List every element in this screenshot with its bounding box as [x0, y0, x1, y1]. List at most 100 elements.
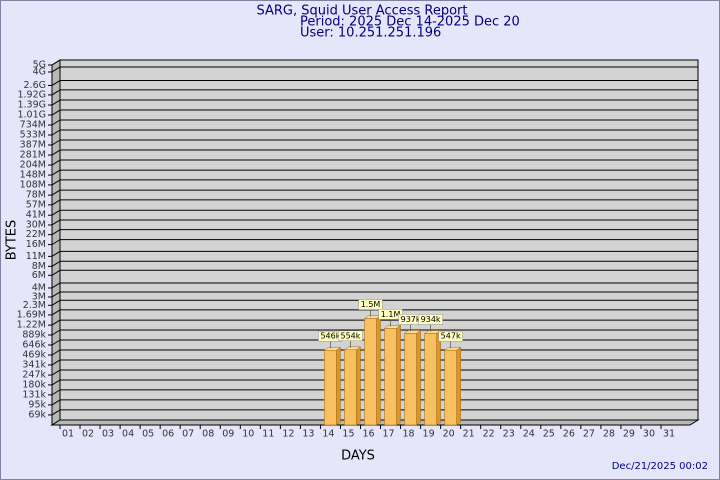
y-tick-label: 16M [26, 239, 46, 250]
grid-line-side [51, 250, 61, 257]
x-tick-label: 03 [102, 429, 114, 440]
x-tick-label: 25 [543, 429, 555, 440]
value-label-box [358, 299, 383, 310]
bar [404, 333, 417, 426]
grid-line-side [51, 99, 61, 106]
grid-line-side [51, 66, 61, 73]
x-tick-label: 08 [202, 429, 214, 440]
y-tick-label: 6M [32, 270, 46, 281]
x-tick-label: 30 [643, 429, 655, 440]
bar-side [396, 324, 401, 426]
y-tick-label: 247k [22, 370, 46, 381]
y-tick-label: 4M [32, 282, 46, 293]
y-tick-label: 387M [20, 140, 46, 151]
x-tick-label: 07 [182, 429, 194, 440]
y-tick-label: 4G [33, 66, 46, 77]
grid-line-side [51, 339, 61, 346]
grid-line-side [51, 199, 61, 206]
grid-line-side [51, 282, 61, 289]
value-label: 1.5M [361, 300, 381, 309]
y-tick-label: 69k [28, 409, 46, 420]
y-tick-label: 204M [20, 160, 46, 171]
x-tick-label: 22 [483, 429, 495, 440]
chart-subtitle: Period: 2025 Dec 14-2025 Dec 20 [300, 15, 520, 30]
x-tick-label: 28 [603, 429, 615, 440]
y-tick-label: 1.39G [17, 100, 46, 111]
bar-side [436, 329, 441, 426]
grid-line-side [51, 59, 61, 66]
y-tick-label: 22M [26, 229, 46, 240]
grid-line-side [51, 159, 61, 166]
x-tick-label: 19 [423, 429, 435, 440]
x-tick-label: 16 [362, 429, 374, 440]
x-tick-label: 31 [663, 429, 675, 440]
x-tick-label: 24 [523, 429, 535, 440]
value-label: 937k [401, 315, 421, 324]
grid-line-side [51, 109, 61, 116]
grid-line-side [51, 189, 61, 196]
value-label: 934k [421, 315, 441, 324]
value-label: 546k [320, 332, 340, 341]
grid-line-side [51, 409, 61, 416]
x-tick-label: 27 [583, 429, 595, 440]
bar-side [456, 346, 461, 426]
footer: Dec/21/2025 00:02 [612, 461, 708, 472]
grid-line-side [51, 399, 61, 406]
grid-line-side [51, 179, 61, 186]
value-label-box [438, 330, 463, 342]
x-tick-label: 14 [322, 429, 334, 440]
grid-line-side [51, 209, 61, 216]
grid-line-side [51, 239, 61, 246]
grid-line-side [51, 309, 61, 316]
y-tick-label: 148M [20, 170, 46, 181]
bar [424, 333, 437, 426]
y-tick-label: 1.01G [17, 110, 46, 121]
y-tick-label: 646k [22, 339, 46, 350]
y-tick-label: 95k [28, 399, 46, 410]
x-tick-label: 09 [222, 429, 234, 440]
y-tick-label: 30M [26, 219, 46, 230]
y-tick-label: 889k [22, 330, 46, 341]
x-tick-label: 01 [62, 429, 74, 440]
grid-line-side [51, 319, 61, 326]
x-tick-label: 18 [403, 429, 415, 440]
grid-line-side [51, 329, 61, 336]
y-tick-label: 5G [33, 60, 46, 71]
bar-side [336, 346, 341, 426]
x-tick-label: 10 [242, 429, 254, 440]
grid-line-side [51, 260, 61, 267]
x-tick-label: 02 [82, 429, 94, 440]
grid-line-side [51, 291, 61, 298]
grid-line-side [51, 169, 61, 176]
y-axis-title: BYTES [5, 220, 20, 261]
x-tick-label: 05 [142, 429, 154, 440]
grid-line-side [51, 299, 61, 306]
y-tick-label: 108M [20, 179, 46, 190]
bar [344, 349, 357, 426]
x-tick-label: 23 [503, 429, 515, 440]
grid-line-side [51, 389, 61, 396]
x-tick-label: 12 [282, 429, 294, 440]
y-tick-label: 341k [22, 359, 46, 370]
x-tick-label: 11 [262, 429, 274, 440]
grid-line-side [51, 369, 61, 376]
value-label-box [418, 314, 443, 325]
user-label: User: 10.251.251.196 [300, 26, 441, 41]
bar [364, 318, 377, 426]
x-tick-label: 15 [342, 429, 354, 440]
grid-line-side [51, 89, 61, 96]
grid-line-side [51, 359, 61, 366]
grid-line-side [51, 219, 61, 226]
x-axis-title: DAYS [341, 449, 375, 464]
bar [444, 349, 457, 426]
y-tick-label: 281M [20, 150, 46, 161]
grid-line-side [51, 80, 61, 86]
value-label: 554k [341, 331, 361, 340]
bar-side [416, 329, 421, 426]
value-label: 547k [441, 332, 461, 341]
grid-line-side [51, 139, 61, 146]
y-tick-label: 734M [20, 119, 46, 130]
x-tick-label: 13 [302, 429, 314, 440]
y-tick-label: 131k [22, 389, 46, 400]
